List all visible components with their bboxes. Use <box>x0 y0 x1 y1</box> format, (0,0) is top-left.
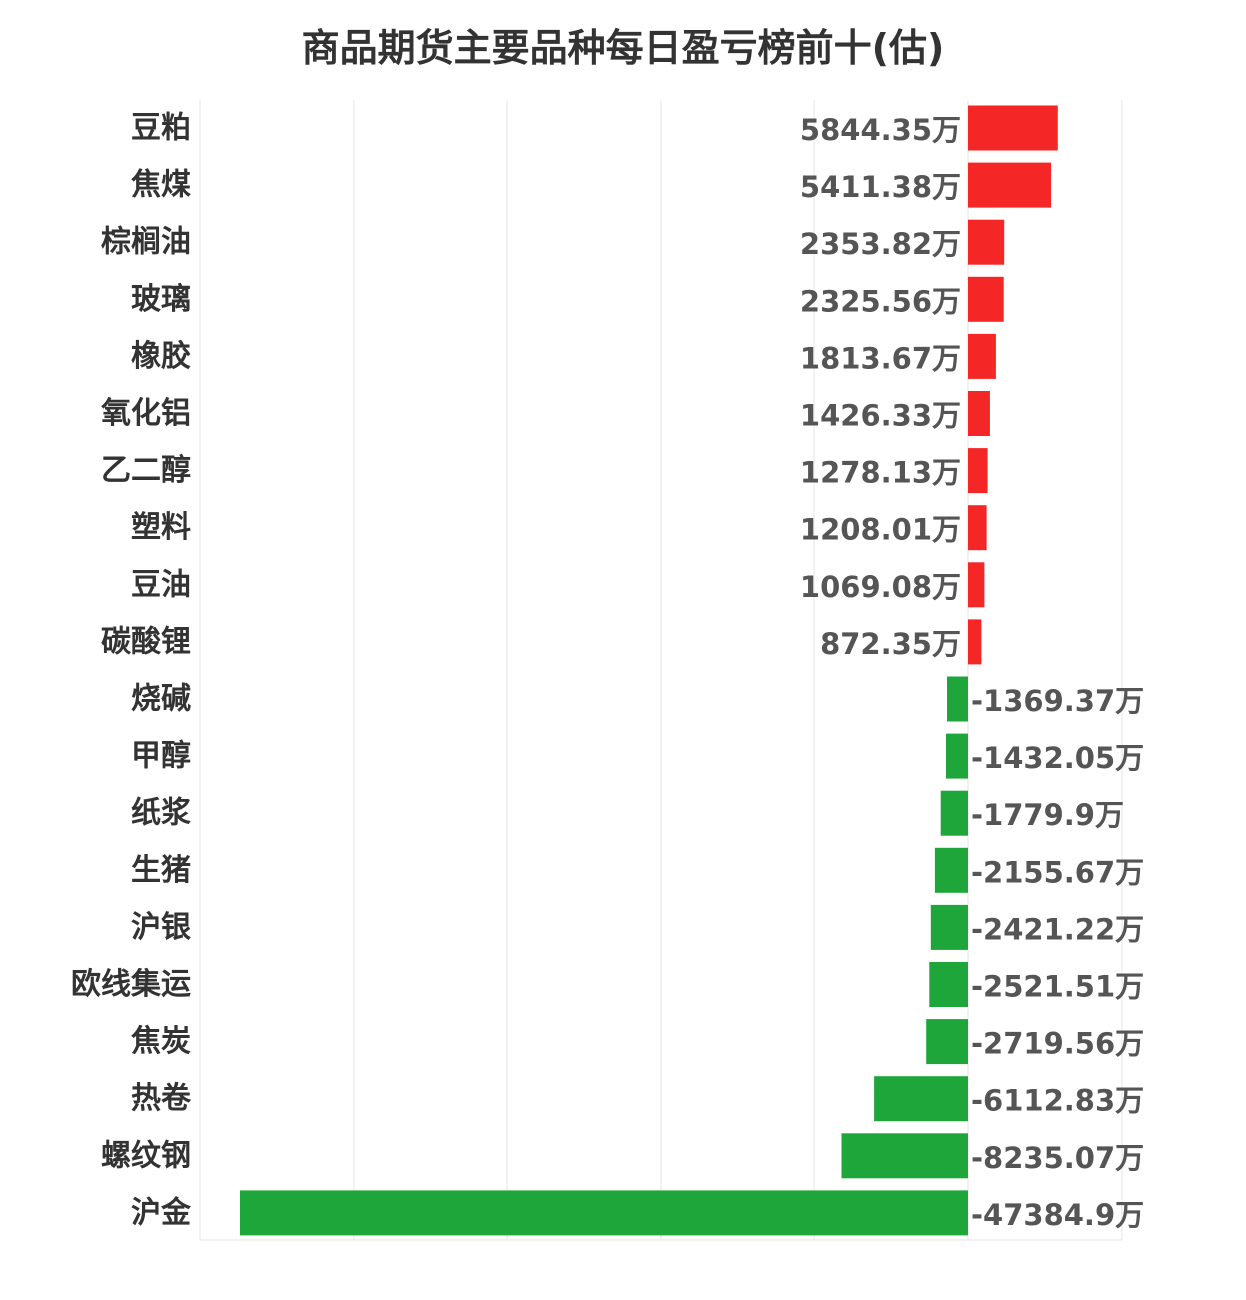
bar <box>946 733 968 779</box>
category-label: 碳酸锂 <box>101 624 191 659</box>
value-label: 1426.33万 <box>800 399 961 433</box>
bar <box>240 1190 968 1236</box>
category-label: 豆粕 <box>131 111 191 146</box>
value-label: 2325.56万 <box>800 284 961 318</box>
bar <box>968 619 982 665</box>
value-label: 1069.08万 <box>800 570 961 604</box>
category-label: 豆油 <box>131 567 191 602</box>
bar <box>929 962 968 1007</box>
value-label: -1779.9万 <box>971 798 1124 832</box>
grid-lines <box>199 100 1123 1241</box>
value-label: 1813.67万 <box>800 341 961 375</box>
value-label: 2353.82万 <box>800 227 961 261</box>
category-label: 螺纹钢 <box>101 1138 191 1173</box>
bars <box>240 105 1058 1236</box>
category-label: 生猪 <box>131 853 191 888</box>
bar <box>968 219 1005 265</box>
bar <box>841 1133 968 1179</box>
value-label: -6112.83万 <box>971 1084 1144 1118</box>
bar <box>968 562 985 608</box>
bar <box>874 1076 968 1122</box>
bar <box>968 391 990 436</box>
bar <box>968 162 1052 208</box>
value-label: -2719.56万 <box>971 1027 1144 1061</box>
value-label: 5844.35万 <box>800 113 961 147</box>
bar <box>968 448 988 494</box>
category-label: 热卷 <box>131 1081 192 1116</box>
value-label: -2421.22万 <box>971 912 1144 946</box>
value-label: -1432.05万 <box>971 741 1144 775</box>
bar <box>930 904 968 950</box>
category-label: 乙二醇 <box>101 453 191 488</box>
chart-title: 商品期货主要品种每日盈亏榜前十(估) <box>301 26 945 70</box>
category-label: 焦炭 <box>131 1024 191 1059</box>
bar <box>947 676 968 722</box>
bar <box>934 847 968 893</box>
value-label: -8235.07万 <box>971 1141 1144 1175</box>
value-label: 5411.38万 <box>800 170 961 204</box>
bar <box>926 1019 968 1065</box>
bar <box>940 790 968 836</box>
bar <box>968 276 1004 322</box>
value-label: -2521.51万 <box>971 970 1144 1004</box>
category-label: 沪金 <box>131 1195 192 1230</box>
category-label: 纸浆 <box>131 796 191 831</box>
value-label: -1369.37万 <box>971 684 1144 718</box>
category-label: 焦煤 <box>131 168 191 203</box>
value-label: -2155.67万 <box>971 855 1144 889</box>
category-label: 橡胶 <box>131 339 191 374</box>
category-label: 玻璃 <box>131 282 191 317</box>
category-label: 烧碱 <box>131 682 191 717</box>
category-label: 沪银 <box>131 910 191 945</box>
category-label: 塑料 <box>131 510 191 545</box>
bar <box>968 333 996 379</box>
category-label: 棕榈油 <box>101 225 191 260</box>
value-label: 872.35万 <box>820 627 961 661</box>
value-label: 1208.01万 <box>800 513 961 547</box>
category-label: 氧化铝 <box>101 396 191 431</box>
bar <box>968 505 987 551</box>
value-label: 1278.13万 <box>800 456 961 490</box>
bar <box>968 105 1058 151</box>
value-label: -47384.9万 <box>971 1198 1144 1232</box>
category-label: 甲醇 <box>131 739 191 774</box>
category-label: 欧线集运 <box>71 967 191 1002</box>
